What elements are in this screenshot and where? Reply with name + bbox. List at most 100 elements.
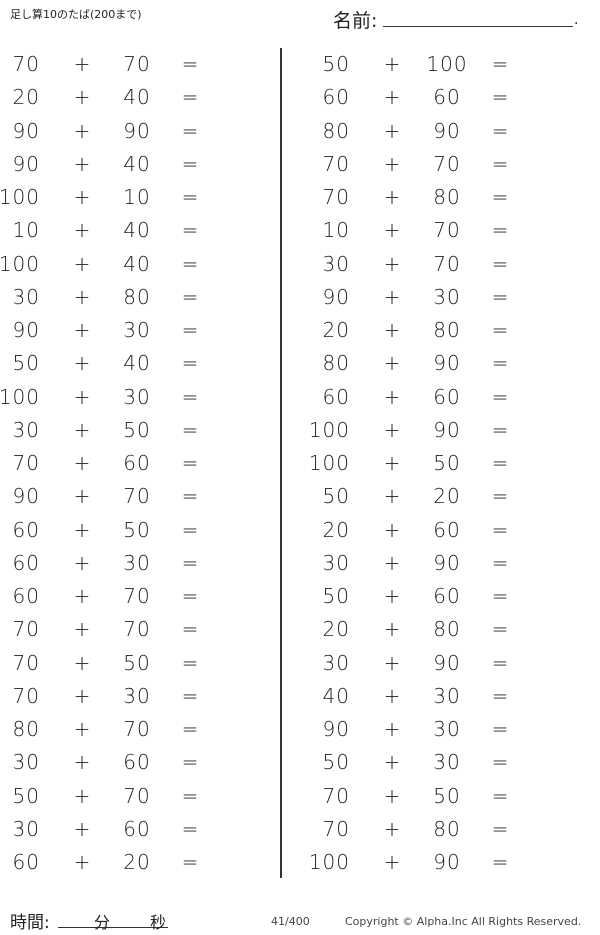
- equals-sign: =: [181, 417, 199, 442]
- plus-sign: +: [73, 384, 91, 409]
- second-operand: 30: [433, 750, 461, 775]
- plus-sign: +: [73, 351, 91, 376]
- plus-sign: +: [383, 284, 401, 309]
- equals-sign: =: [181, 318, 199, 342]
- plus-sign: +: [383, 151, 401, 176]
- plus-sign: +: [73, 650, 91, 675]
- first-operand: 70: [12, 617, 40, 642]
- first-operand: 90: [322, 717, 350, 741]
- equals-sign: =: [181, 584, 199, 608]
- second-operand: 60: [433, 584, 461, 608]
- first-operand: 60: [12, 517, 40, 542]
- plus-sign: +: [383, 617, 401, 642]
- first-operand: 60: [322, 85, 350, 110]
- first-operand: 100: [0, 251, 40, 276]
- second-operand: 80: [433, 318, 461, 342]
- plus-sign: +: [383, 351, 401, 376]
- first-operand: 10: [12, 218, 40, 243]
- first-operand: 70: [322, 783, 350, 808]
- second-operand: 70: [433, 251, 461, 276]
- first-operand: 70: [12, 52, 40, 76]
- second-operand: 90: [433, 850, 461, 874]
- equals-sign: =: [491, 251, 509, 276]
- equals-sign: =: [491, 850, 509, 874]
- second-operand: 80: [433, 816, 461, 841]
- equals-sign: =: [491, 517, 509, 542]
- plus-sign: +: [73, 185, 91, 209]
- first-operand: 70: [322, 816, 350, 841]
- equals-sign: =: [181, 185, 199, 209]
- first-operand: 70: [322, 185, 350, 209]
- equals-sign: =: [491, 318, 509, 342]
- plus-sign: +: [73, 118, 91, 143]
- second-operand: 40: [123, 251, 151, 276]
- first-operand: 20: [12, 85, 40, 110]
- equals-sign: =: [491, 717, 509, 741]
- second-operand: 10: [123, 185, 151, 209]
- equals-sign: =: [491, 750, 509, 775]
- plus-sign: +: [73, 451, 91, 475]
- plus-sign: +: [383, 517, 401, 542]
- first-operand: 100: [308, 850, 350, 874]
- equals-sign: =: [181, 218, 199, 243]
- second-operand: 80: [433, 185, 461, 209]
- first-operand: 50: [322, 52, 350, 76]
- second-operand: 50: [123, 517, 151, 542]
- plus-sign: +: [73, 750, 91, 775]
- time-field-line: [58, 927, 168, 928]
- second-operand: 20: [123, 850, 151, 874]
- second-operand: 50: [123, 650, 151, 675]
- second-operand: 70: [123, 584, 151, 608]
- first-operand: 30: [12, 816, 40, 841]
- first-operand: 90: [322, 284, 350, 309]
- plus-sign: +: [73, 284, 91, 309]
- first-operand: 100: [308, 451, 350, 475]
- second-operand: 60: [123, 451, 151, 475]
- first-operand: 60: [322, 384, 350, 409]
- plus-sign: +: [73, 816, 91, 841]
- plus-sign: +: [383, 850, 401, 874]
- plus-sign: +: [73, 683, 91, 708]
- second-operand: 60: [433, 517, 461, 542]
- equals-sign: =: [491, 617, 509, 642]
- page-number: 41/400: [271, 915, 310, 928]
- second-operand: 50: [123, 417, 151, 442]
- equals-sign: =: [181, 451, 199, 475]
- plus-sign: +: [383, 451, 401, 475]
- first-operand: 30: [12, 750, 40, 775]
- plus-sign: +: [73, 52, 91, 76]
- plus-sign: +: [73, 617, 91, 642]
- equals-sign: =: [491, 351, 509, 376]
- second-operand: 30: [123, 683, 151, 708]
- first-operand: 30: [322, 251, 350, 276]
- second-operand: 80: [433, 617, 461, 642]
- equals-sign: =: [491, 550, 509, 575]
- plus-sign: +: [383, 650, 401, 675]
- plus-sign: +: [383, 783, 401, 808]
- first-operand: 50: [12, 351, 40, 376]
- first-operand: 30: [12, 284, 40, 309]
- equals-sign: =: [181, 118, 199, 143]
- plus-sign: +: [73, 484, 91, 509]
- first-operand: 40: [322, 683, 350, 708]
- second-operand: 70: [123, 783, 151, 808]
- second-operand: 50: [433, 783, 461, 808]
- plus-sign: +: [73, 783, 91, 808]
- second-operand: 40: [123, 351, 151, 376]
- second-operand: 60: [123, 750, 151, 775]
- second-operand: 40: [123, 218, 151, 243]
- plus-sign: +: [383, 52, 401, 76]
- second-operand: 60: [123, 816, 151, 841]
- plus-sign: +: [73, 850, 91, 874]
- second-operand: 40: [123, 85, 151, 110]
- plus-sign: +: [383, 584, 401, 608]
- equals-sign: =: [181, 85, 199, 110]
- equals-sign: =: [491, 118, 509, 143]
- first-operand: 70: [12, 650, 40, 675]
- first-operand: 80: [322, 118, 350, 143]
- second-operand: 30: [433, 284, 461, 309]
- first-operand: 100: [308, 417, 350, 442]
- second-operand: 20: [433, 484, 461, 509]
- plus-sign: +: [383, 85, 401, 110]
- plus-sign: +: [383, 717, 401, 741]
